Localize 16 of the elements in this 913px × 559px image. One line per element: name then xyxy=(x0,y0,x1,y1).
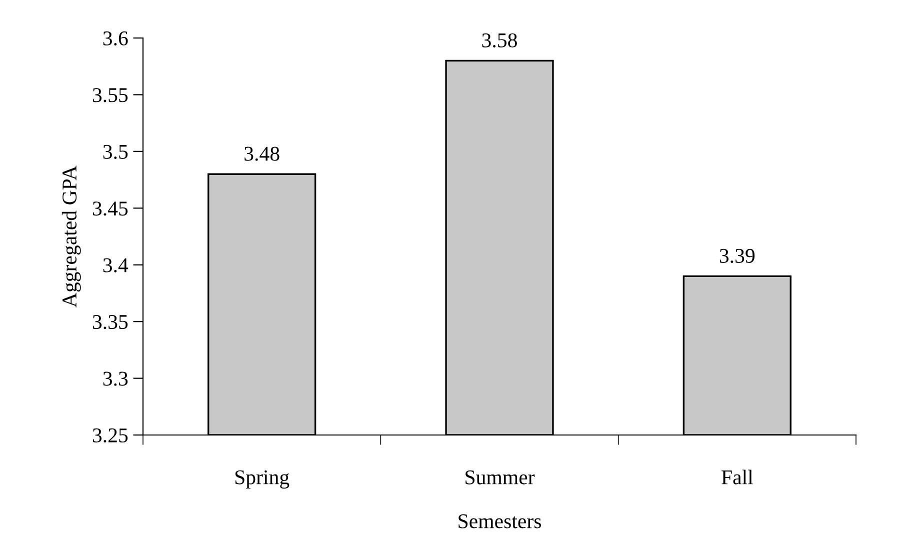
x-axis-title: Semesters xyxy=(458,514,541,528)
y-tick-label: 3.25 xyxy=(92,428,128,443)
y-tick-label: 3.55 xyxy=(92,88,128,102)
y-tick-label: 3.45 xyxy=(92,202,128,216)
data-label: 3.48 xyxy=(244,146,280,161)
y-tick-label: 3.3 xyxy=(103,372,128,386)
data-label: 3.39 xyxy=(720,248,755,263)
x-tick-label: Spring xyxy=(235,470,290,489)
data-label: 3.58 xyxy=(482,33,517,48)
x-tick-label: Summer xyxy=(466,470,535,484)
x-tick-label: Fall xyxy=(722,470,753,484)
y-tick-label: 3.5 xyxy=(103,144,128,159)
y-tick-label: 3.6 xyxy=(103,31,128,46)
y-tick-label: 3.35 xyxy=(92,315,128,330)
y-axis-title: Aggregated GPA xyxy=(62,166,81,308)
y-tick-label: 3.4 xyxy=(103,258,128,272)
